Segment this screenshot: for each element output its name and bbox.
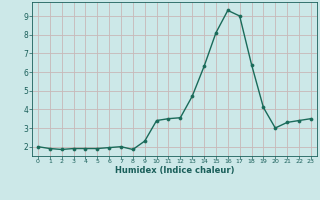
X-axis label: Humidex (Indice chaleur): Humidex (Indice chaleur) bbox=[115, 166, 234, 175]
